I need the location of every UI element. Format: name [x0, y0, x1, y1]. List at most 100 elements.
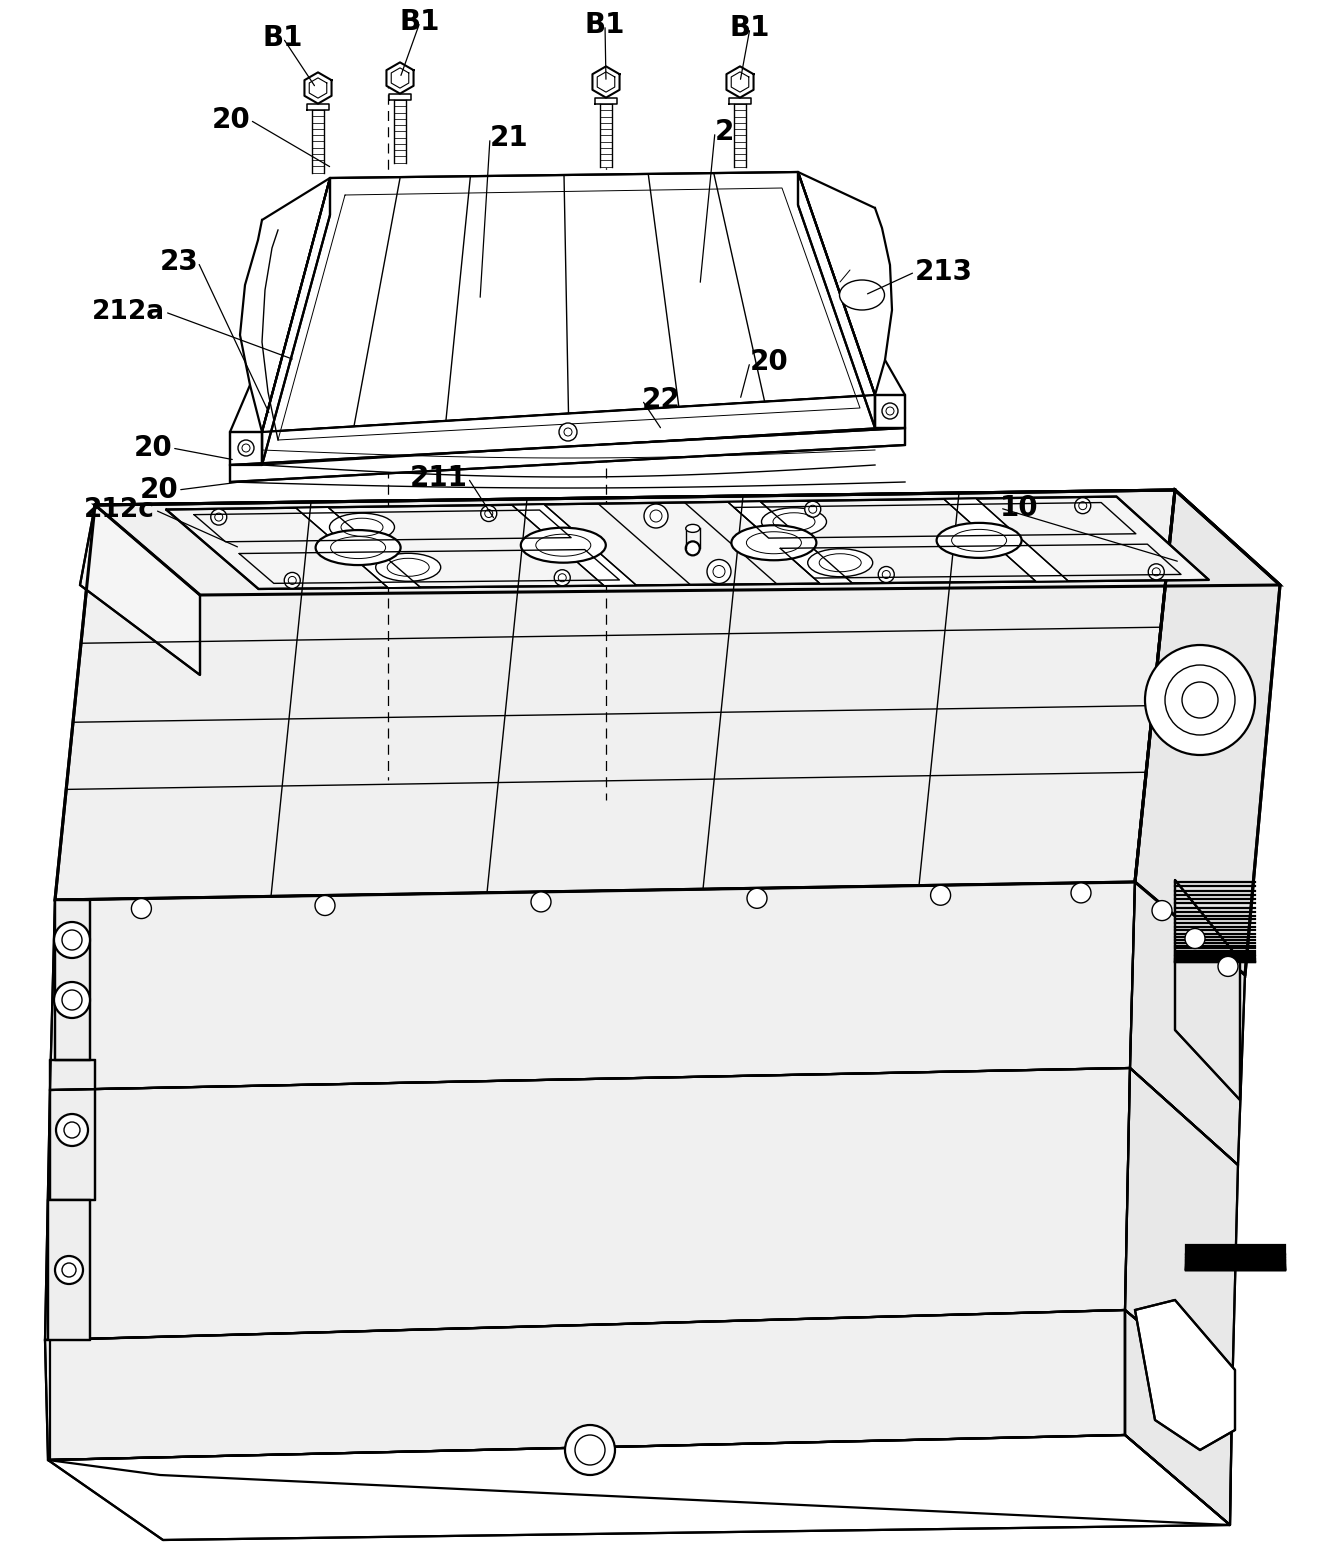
- Ellipse shape: [521, 527, 605, 563]
- Polygon shape: [727, 501, 853, 583]
- Circle shape: [564, 428, 572, 436]
- Polygon shape: [395, 101, 406, 163]
- Circle shape: [574, 1435, 605, 1466]
- Circle shape: [707, 560, 731, 583]
- Text: B1: B1: [585, 11, 625, 39]
- Polygon shape: [50, 883, 1135, 1090]
- Circle shape: [62, 1263, 76, 1276]
- Polygon shape: [48, 1435, 1231, 1540]
- Circle shape: [288, 577, 296, 585]
- Polygon shape: [262, 172, 874, 433]
- Polygon shape: [592, 67, 620, 98]
- Polygon shape: [1176, 879, 1240, 1100]
- Polygon shape: [944, 498, 1069, 582]
- Circle shape: [62, 931, 82, 951]
- Circle shape: [1153, 568, 1161, 575]
- Circle shape: [238, 440, 254, 456]
- Circle shape: [1071, 883, 1091, 903]
- Circle shape: [485, 510, 493, 518]
- Polygon shape: [388, 93, 411, 101]
- Text: 23: 23: [159, 248, 198, 276]
- Ellipse shape: [376, 554, 441, 582]
- Polygon shape: [262, 396, 874, 465]
- Circle shape: [558, 423, 577, 440]
- Circle shape: [712, 566, 724, 577]
- Polygon shape: [1125, 1069, 1239, 1401]
- Circle shape: [242, 444, 250, 451]
- Text: B1: B1: [730, 14, 770, 42]
- Polygon shape: [727, 67, 754, 98]
- Circle shape: [1149, 565, 1164, 580]
- Polygon shape: [55, 900, 90, 1059]
- Circle shape: [558, 574, 566, 582]
- Circle shape: [54, 921, 90, 959]
- Circle shape: [1152, 901, 1172, 921]
- Circle shape: [1218, 957, 1239, 977]
- Text: B1: B1: [262, 23, 303, 53]
- Text: 20: 20: [212, 105, 250, 133]
- Circle shape: [64, 1121, 80, 1138]
- Polygon shape: [307, 104, 329, 110]
- Polygon shape: [95, 490, 1280, 596]
- Circle shape: [1165, 665, 1235, 735]
- Circle shape: [284, 572, 300, 588]
- Circle shape: [1079, 501, 1087, 510]
- Polygon shape: [511, 504, 636, 586]
- Circle shape: [210, 509, 226, 526]
- Ellipse shape: [731, 526, 817, 560]
- Circle shape: [686, 541, 700, 555]
- Text: 211: 211: [410, 464, 469, 492]
- Circle shape: [649, 510, 661, 523]
- Text: 22: 22: [641, 386, 680, 414]
- Circle shape: [214, 513, 222, 521]
- Polygon shape: [230, 433, 262, 465]
- Text: 212a: 212a: [92, 299, 165, 326]
- Polygon shape: [600, 104, 612, 166]
- Circle shape: [878, 566, 894, 583]
- Polygon shape: [166, 496, 1209, 589]
- Polygon shape: [1130, 883, 1245, 1165]
- Polygon shape: [595, 98, 617, 104]
- Circle shape: [565, 1425, 615, 1475]
- Text: 20: 20: [139, 476, 178, 504]
- Polygon shape: [1125, 1311, 1232, 1525]
- Text: 20: 20: [750, 347, 789, 375]
- Circle shape: [809, 506, 817, 513]
- Polygon shape: [48, 1435, 1231, 1525]
- Ellipse shape: [762, 507, 826, 535]
- Polygon shape: [50, 1059, 95, 1200]
- Polygon shape: [296, 507, 420, 588]
- Circle shape: [805, 501, 821, 516]
- Circle shape: [62, 990, 82, 1010]
- Polygon shape: [387, 62, 414, 93]
- Ellipse shape: [316, 530, 400, 565]
- Text: B1: B1: [400, 8, 441, 36]
- Polygon shape: [304, 73, 332, 104]
- Circle shape: [481, 506, 497, 521]
- Ellipse shape: [329, 513, 395, 541]
- Circle shape: [882, 571, 890, 579]
- Polygon shape: [874, 396, 905, 428]
- Circle shape: [747, 889, 767, 909]
- Ellipse shape: [807, 549, 873, 577]
- Text: 21: 21: [490, 124, 529, 152]
- Polygon shape: [262, 178, 329, 465]
- Text: 10: 10: [1000, 495, 1039, 523]
- Circle shape: [56, 1114, 88, 1146]
- Circle shape: [1185, 929, 1205, 949]
- Circle shape: [131, 898, 151, 918]
- Polygon shape: [798, 172, 874, 428]
- Polygon shape: [230, 428, 905, 482]
- Circle shape: [1145, 645, 1255, 755]
- Polygon shape: [55, 490, 1176, 900]
- Circle shape: [882, 403, 898, 419]
- Circle shape: [532, 892, 552, 912]
- Ellipse shape: [840, 281, 885, 310]
- Circle shape: [644, 504, 668, 527]
- Circle shape: [554, 569, 570, 586]
- Text: 213: 213: [915, 257, 973, 285]
- Polygon shape: [48, 1200, 90, 1340]
- Polygon shape: [1135, 1300, 1235, 1450]
- Ellipse shape: [686, 524, 700, 532]
- Circle shape: [55, 1256, 83, 1284]
